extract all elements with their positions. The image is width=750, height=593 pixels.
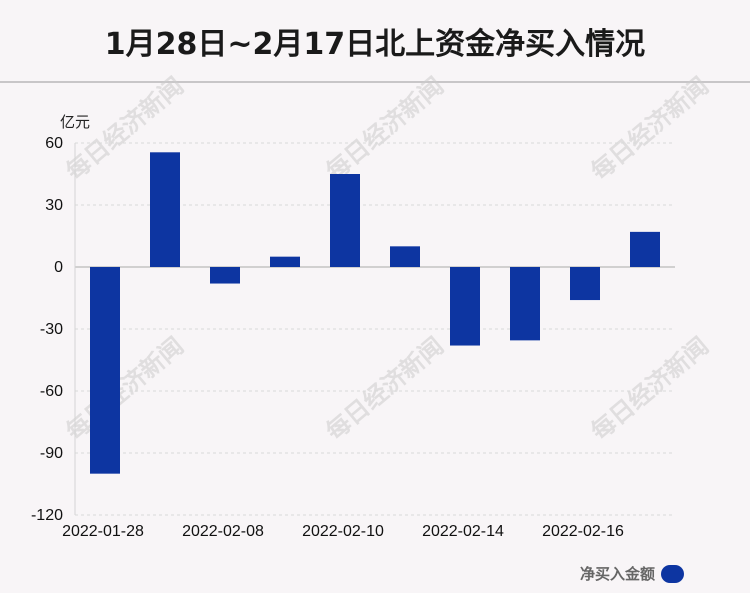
x-tick-label: 2022-02-10: [302, 523, 384, 540]
y-tick-label: -120: [31, 507, 63, 524]
y-tick-label: -60: [40, 383, 63, 400]
bar: [510, 267, 540, 341]
bar: [450, 267, 480, 346]
y-tick-label: -30: [40, 321, 63, 338]
y-tick-label: 30: [45, 197, 63, 214]
bar: [270, 256, 300, 267]
x-tick-label: 2022-01-28: [62, 523, 144, 540]
bars: [90, 152, 660, 474]
y-tick-label: 0: [54, 259, 63, 276]
y-axis-unit: 亿元: [60, 113, 91, 131]
x-tick-label: 2022-02-08: [182, 523, 264, 540]
legend-label: 净买入金额: [579, 565, 655, 583]
bar: [150, 152, 180, 267]
watermark: 每日经济新闻: [320, 331, 449, 446]
bar: [570, 267, 600, 301]
legend-swatch: [661, 564, 684, 583]
y-tick-label: -90: [40, 445, 63, 462]
watermark: 每日经济新闻: [585, 71, 714, 186]
watermark: 每日经济新闻: [60, 331, 189, 446]
bar: [390, 246, 420, 267]
bar: [210, 267, 240, 284]
bar: [630, 231, 660, 267]
x-tick-label: 2022-02-16: [542, 523, 624, 540]
watermark: 每日经济新闻: [585, 331, 714, 446]
chart-title: 1月28日~2月17日北上资金净买入情况: [104, 26, 646, 62]
legend: 净买入金额: [580, 563, 684, 584]
bar: [330, 174, 360, 267]
y-axis: 60 30 0 -30 -60 -90 -120: [31, 135, 76, 524]
x-axis-labels: 2022-01-28 2022-02-08 2022-02-10 2022-02-14…: [62, 523, 624, 540]
y-tick-label: 60: [45, 135, 63, 152]
watermark: 每日经济新闻: [320, 71, 449, 186]
x-tick-label: 2022-02-14: [422, 523, 504, 540]
bar: [90, 267, 120, 474]
title-divider: [0, 81, 750, 83]
